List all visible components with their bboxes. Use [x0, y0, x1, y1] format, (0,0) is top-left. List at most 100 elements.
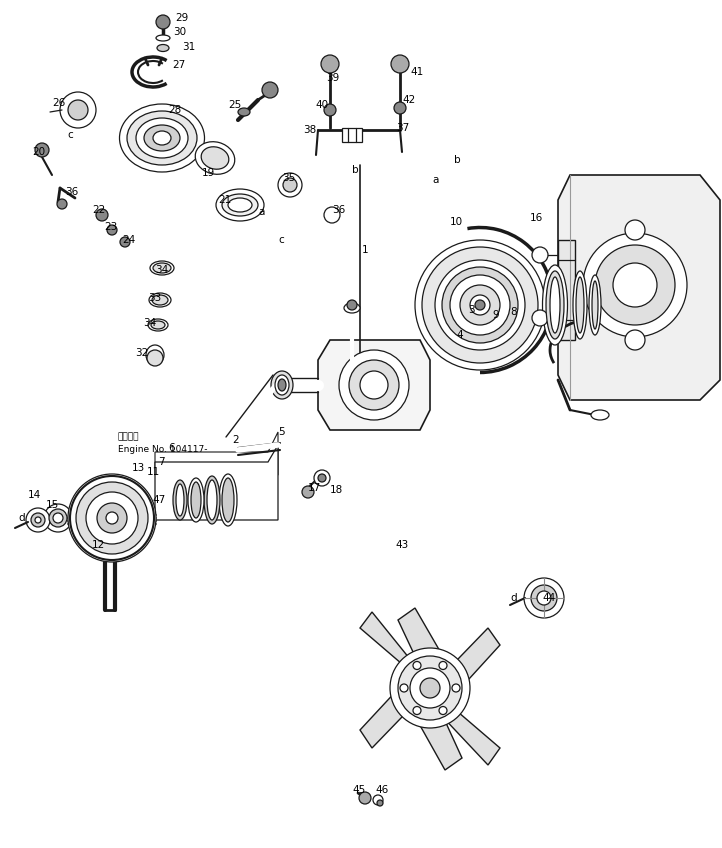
Ellipse shape [176, 484, 184, 516]
Circle shape [147, 350, 163, 366]
Polygon shape [398, 608, 452, 688]
Circle shape [422, 247, 538, 363]
Text: 27: 27 [172, 60, 186, 70]
Ellipse shape [188, 478, 204, 522]
Circle shape [324, 207, 340, 223]
Ellipse shape [195, 142, 235, 175]
Circle shape [262, 82, 278, 98]
Text: 43: 43 [395, 540, 408, 550]
Circle shape [524, 578, 564, 618]
Ellipse shape [136, 118, 188, 158]
Ellipse shape [219, 474, 237, 526]
Circle shape [31, 513, 45, 527]
Polygon shape [360, 674, 430, 748]
Polygon shape [342, 128, 362, 142]
Circle shape [360, 371, 388, 399]
Ellipse shape [120, 104, 204, 172]
Text: 8: 8 [510, 307, 517, 317]
Circle shape [76, 482, 148, 554]
Text: 46: 46 [375, 785, 388, 795]
Circle shape [410, 668, 450, 708]
Circle shape [442, 267, 518, 343]
Circle shape [49, 509, 67, 527]
Ellipse shape [344, 303, 360, 313]
Ellipse shape [592, 281, 598, 329]
Text: 37: 37 [396, 123, 409, 133]
Circle shape [470, 295, 490, 315]
Ellipse shape [573, 271, 587, 339]
Text: 11: 11 [147, 467, 160, 477]
Polygon shape [360, 612, 430, 688]
Text: b: b [454, 155, 461, 165]
Text: 41: 41 [410, 67, 423, 77]
Circle shape [413, 661, 421, 669]
Circle shape [583, 233, 687, 337]
Circle shape [391, 55, 409, 73]
Polygon shape [155, 445, 278, 520]
Text: 28: 28 [168, 105, 181, 115]
Ellipse shape [68, 506, 156, 518]
Ellipse shape [156, 35, 170, 41]
Circle shape [60, 92, 96, 128]
Text: 1: 1 [362, 245, 369, 255]
Text: 5: 5 [278, 427, 284, 437]
Circle shape [35, 517, 41, 523]
Circle shape [321, 55, 339, 73]
Text: Engine No. 104117-: Engine No. 104117- [118, 445, 207, 455]
Ellipse shape [204, 476, 220, 524]
Text: 15: 15 [46, 500, 59, 510]
Text: 14: 14 [28, 490, 41, 500]
Ellipse shape [275, 375, 289, 395]
Circle shape [26, 508, 50, 532]
Circle shape [531, 585, 557, 611]
Text: 30: 30 [173, 27, 186, 37]
Text: 23: 23 [104, 222, 117, 232]
Ellipse shape [148, 319, 168, 331]
Circle shape [349, 360, 399, 410]
Polygon shape [430, 688, 500, 765]
Circle shape [439, 661, 447, 669]
Circle shape [53, 513, 63, 523]
Text: 16: 16 [530, 213, 543, 223]
Polygon shape [430, 628, 500, 702]
Ellipse shape [222, 194, 258, 216]
Circle shape [44, 504, 72, 532]
Ellipse shape [68, 515, 156, 527]
Text: 2: 2 [232, 435, 239, 445]
Circle shape [450, 275, 510, 335]
Circle shape [595, 245, 675, 325]
Text: 35: 35 [282, 173, 295, 183]
Circle shape [120, 237, 130, 247]
Text: 29: 29 [175, 13, 188, 23]
Circle shape [86, 492, 138, 544]
Ellipse shape [152, 295, 168, 305]
Circle shape [373, 795, 383, 805]
Ellipse shape [228, 198, 252, 212]
Circle shape [68, 100, 88, 120]
Ellipse shape [151, 321, 165, 329]
Text: 31: 31 [182, 42, 195, 52]
Ellipse shape [153, 131, 171, 145]
Circle shape [413, 706, 421, 715]
Text: c: c [278, 235, 284, 245]
Ellipse shape [576, 277, 584, 333]
Text: 38: 38 [303, 125, 316, 135]
Ellipse shape [153, 263, 171, 273]
Text: 34: 34 [155, 265, 168, 275]
Circle shape [302, 486, 314, 498]
Text: 25: 25 [228, 100, 241, 110]
Circle shape [460, 285, 500, 325]
Ellipse shape [149, 293, 171, 307]
Ellipse shape [589, 275, 601, 335]
Polygon shape [408, 688, 462, 770]
Ellipse shape [591, 410, 609, 420]
Text: 10: 10 [450, 217, 463, 227]
Ellipse shape [546, 271, 564, 339]
Text: b: b [352, 165, 359, 175]
Circle shape [339, 350, 409, 420]
Text: 4: 4 [456, 330, 463, 340]
Ellipse shape [157, 44, 169, 52]
Ellipse shape [278, 379, 286, 391]
Text: 12: 12 [92, 540, 105, 550]
Text: a: a [432, 175, 438, 185]
